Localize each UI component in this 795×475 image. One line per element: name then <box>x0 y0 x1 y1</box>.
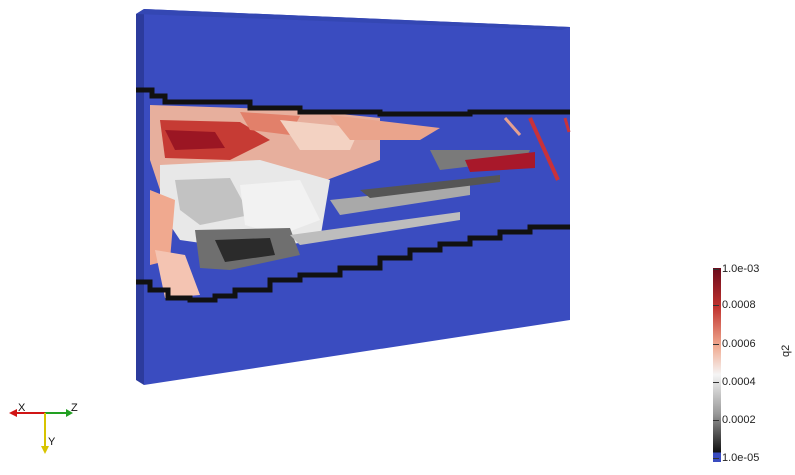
colorbar-tick-label: 0.0006 <box>722 338 756 350</box>
upper-edge <box>136 87 570 117</box>
colorbar-tick: 0.0004 <box>713 376 756 388</box>
colorbar-tick-label: 0.0002 <box>722 414 756 426</box>
x-axis-arrow-icon <box>9 409 17 417</box>
colorbar-tick: 0.0006 <box>713 338 756 350</box>
z-axis-arrow-icon <box>66 409 73 417</box>
z-axis-label: Z <box>71 402 78 414</box>
orientation-axes[interactable]: X Z Y <box>0 396 90 470</box>
x-axis-label: X <box>18 402 26 414</box>
y-axis-label: Y <box>48 436 56 448</box>
y-axis-arrow-icon <box>41 446 49 454</box>
field-patch <box>155 250 200 298</box>
field-patch <box>165 130 225 150</box>
field-patch <box>240 112 300 135</box>
field-streak <box>563 117 571 133</box>
block-left-face <box>136 9 144 385</box>
lower-edge <box>136 224 570 303</box>
field-patch <box>150 190 175 265</box>
colorbar-tick-label: 0.0004 <box>722 376 756 388</box>
field-patch <box>465 152 535 172</box>
field-patch <box>175 178 250 225</box>
field-patch <box>240 180 320 235</box>
field-region <box>150 105 571 298</box>
outline-edges <box>136 87 570 303</box>
colorbar-legend: 1.0e-03 0.0008 0.0006 0.0004 0.0002 1.0e… <box>710 262 795 470</box>
colorbar-tick-label: 0.0008 <box>722 299 756 311</box>
colorbar-gradient <box>713 268 721 462</box>
field-patch <box>360 175 500 198</box>
field-streak <box>503 117 522 136</box>
field-streak <box>528 117 560 181</box>
colorbar-title: q2 <box>780 344 792 357</box>
field-patch <box>215 238 275 262</box>
orientation-axes-glyph <box>9 409 73 454</box>
block-top-edge <box>136 9 570 30</box>
field-patch <box>330 115 440 140</box>
colorbar-tick: 0.0008 <box>713 299 756 311</box>
colorbar-tick-label: 1.0e-03 <box>722 263 760 275</box>
field-patch <box>330 185 470 215</box>
field-patch <box>290 212 460 245</box>
colorbar-tick: 1.0e-03 <box>713 263 759 275</box>
colorbar-tick: 1.0e-05 <box>713 452 759 464</box>
colorbar-tick: 0.0002 <box>713 414 756 426</box>
colorbar-tick-label: 1.0e-05 <box>722 452 760 464</box>
